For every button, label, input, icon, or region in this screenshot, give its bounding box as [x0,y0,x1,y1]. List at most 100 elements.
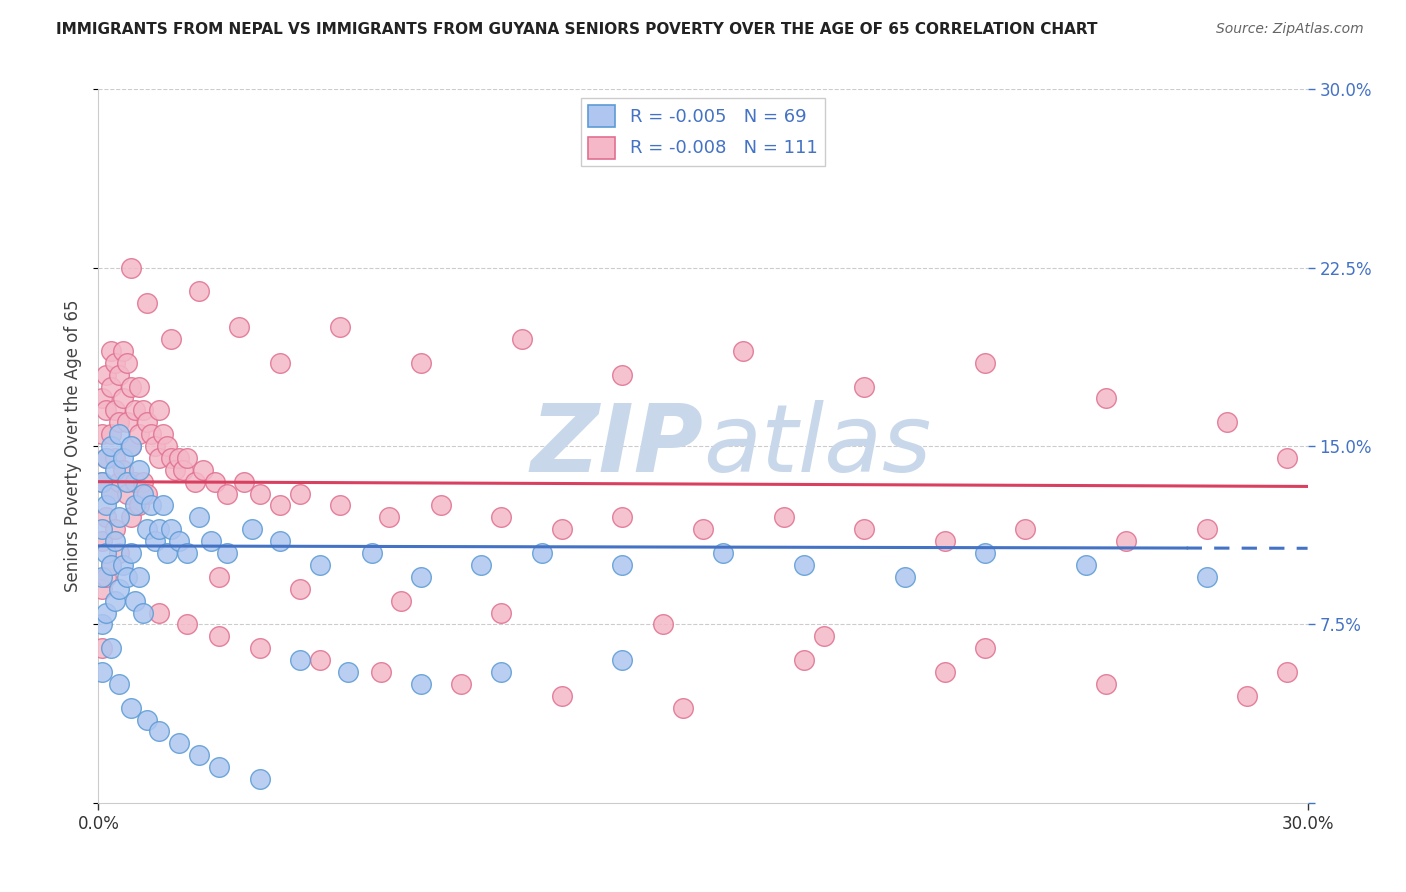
Point [124,475,146,489]
Point [450,677,472,691]
Point [111,450,134,465]
Point [167,534,190,549]
Point [103,463,125,477]
Point [111,392,134,406]
Point [188,285,211,299]
Point [361,546,384,560]
Point [288,653,311,667]
Point [124,593,146,607]
Point [107,368,129,382]
Point [135,522,157,536]
Point [204,475,226,489]
Point [100,439,122,453]
Point [974,356,997,370]
Point [91,582,114,596]
Point [193,463,215,477]
Point [1014,522,1036,536]
Point [100,486,122,500]
Point [100,379,122,393]
Point [1095,677,1118,691]
Point [1277,665,1299,679]
Point [107,510,129,524]
Point [148,450,170,465]
Point [217,486,239,500]
Point [139,499,162,513]
Point [288,582,311,596]
Point [115,475,138,489]
Point [103,522,125,536]
Point [711,546,734,560]
Point [120,510,142,524]
Point [120,260,142,275]
Point [176,617,198,632]
Point [530,546,553,560]
Point [232,475,254,489]
Point [651,617,673,632]
Point [100,558,122,572]
Point [107,546,129,560]
Point [156,546,179,560]
Point [124,499,146,513]
Point [115,356,138,370]
Point [135,296,157,310]
Point [249,486,271,500]
Point [612,558,634,572]
Point [612,653,634,667]
Point [612,368,634,382]
Point [103,356,125,370]
Point [148,403,170,417]
Point [107,582,129,596]
Point [188,748,211,763]
Point [1195,570,1218,584]
Point [491,606,513,620]
Point [309,558,332,572]
Point [107,427,129,442]
Point [160,332,183,346]
Point [228,320,250,334]
Point [96,546,118,560]
Point [132,475,155,489]
Point [107,415,129,429]
Point [96,570,118,584]
Point [132,403,155,417]
Point [551,689,574,703]
Point [1277,450,1299,465]
Point [176,546,198,560]
Point [100,427,122,442]
Point [107,475,129,489]
Point [103,403,125,417]
Point [249,772,271,786]
Point [103,534,125,549]
Point [733,343,755,358]
Point [91,665,114,679]
Text: ZIP: ZIP [530,400,703,492]
Point [409,570,432,584]
Point [1236,689,1258,703]
Point [1195,522,1218,536]
Point [974,641,997,656]
Point [96,606,118,620]
Point [974,546,997,560]
Point [111,558,134,572]
Point [96,450,118,465]
Point [91,641,114,656]
Point [612,510,634,524]
Point [208,760,231,774]
Point [148,606,170,620]
Point [853,379,876,393]
Legend: R = -0.005   N = 69, R = -0.008   N = 111: R = -0.005 N = 69, R = -0.008 N = 111 [581,98,825,166]
Point [96,403,118,417]
Point [111,463,134,477]
Point [188,510,211,524]
Point [103,450,125,465]
Point [100,558,122,572]
Point [120,379,142,393]
Point [772,510,794,524]
Point [288,486,311,500]
Point [100,486,122,500]
Point [163,463,186,477]
Point [91,427,114,442]
Point [329,320,352,334]
Point [160,450,183,465]
Point [176,450,198,465]
